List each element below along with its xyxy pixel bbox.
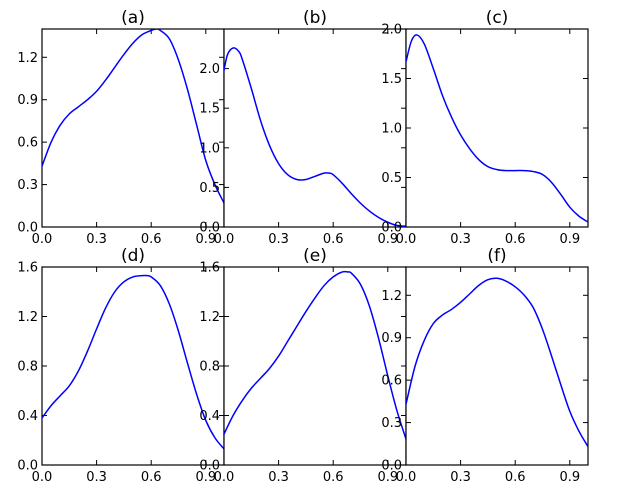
series-line-a <box>42 29 224 204</box>
x-tick-label-a-3: 0.9 <box>195 232 216 247</box>
subplot-e: (e)0.0 0.3 0.6 0.90.00.40.81.21.6 <box>199 246 407 485</box>
y-tick-label-d-4: 1.6 <box>17 261 38 276</box>
y-tick-label-e-3: 1.2 <box>199 310 220 325</box>
series-line-d <box>42 274 224 450</box>
y-tick-label-a-1: 0.3 <box>17 178 38 193</box>
x-tick-label-a-0: 0.0 <box>32 232 53 247</box>
x-tick-label-b-1: 0.3 <box>268 232 289 247</box>
x-tick-label-c-1: 0.3 <box>450 232 471 247</box>
axes-frame-a <box>41 28 225 228</box>
y-tick-label-c-1: 0.5 <box>381 171 402 186</box>
y-tick-label-f-1: 0.3 <box>381 416 402 431</box>
x-tick-label-f-0: 0.0 <box>396 470 417 485</box>
x-tick-label-e-0: 0.0 <box>214 470 235 485</box>
y-tick-label-c-0: 0.0 <box>381 221 402 236</box>
x-tick-label-c-2: 0.6 <box>505 232 526 247</box>
axes-frame-f <box>405 266 589 466</box>
y-tick-label-f-2: 0.6 <box>381 374 402 389</box>
x-tick-label-d-3: 0.9 <box>195 470 216 485</box>
y-tick-label-b-2: 1.0 <box>199 141 220 156</box>
y-tick-label-a-2: 0.6 <box>17 136 38 151</box>
x-tick-label-f-2: 0.6 <box>505 470 526 485</box>
y-tick-label-a-0: 0.0 <box>17 221 38 236</box>
subplot-f: (f) 0.0 0.3 0.6 0.9 0.0 0.3 0.6 0.9 1.2 <box>381 246 589 485</box>
y-tick-label-d-0: 0.0 <box>17 459 38 474</box>
y-tick-label-d-2: 0.8 <box>17 360 38 375</box>
y-tick-label-d-1: 0.4 <box>17 409 38 424</box>
y-tick-label-e-2: 0.8 <box>199 360 220 375</box>
series-line-f <box>406 277 588 448</box>
y-tick-label-e-0: 0.0 <box>199 459 220 474</box>
y-tick-label-b-1: 0.5 <box>199 181 220 196</box>
panel-title-b: (b) <box>303 8 327 28</box>
y-tick-label-a-4: 1.2 <box>17 51 38 66</box>
x-tick-label-c-3: 0.9 <box>559 232 580 247</box>
subplot-a: (a)0.0 0.3 0.6 0.90.00.30.60.91.2 <box>17 8 225 247</box>
x-tick-label-c-0: 0.0 <box>396 232 417 247</box>
panel-title-e: (e) <box>303 246 327 266</box>
y-tick-label-c-4: 2.0 <box>381 23 402 38</box>
subplot-c: (c) 0.0 0.3 0.6 0.9 0.0 0.5 1.0 1.5 2.0 <box>381 8 589 247</box>
y-tick-label-f-3: 0.9 <box>381 331 402 346</box>
series-line-e <box>224 270 406 440</box>
x-tick-label-b-2: 0.6 <box>323 232 344 247</box>
panel-title-f: (f) <box>487 246 506 266</box>
x-tick-label-d-1: 0.3 <box>86 470 107 485</box>
y-tick-label-c-3: 1.5 <box>381 72 402 87</box>
y-tick-label-f-4: 1.2 <box>381 289 402 304</box>
x-tick-label-a-1: 0.3 <box>86 232 107 247</box>
subplot-b: (b)0.0 0.3 0.6 0.90.00.51.01.52.0 <box>199 8 407 247</box>
y-tick-label-e-1: 0.4 <box>199 409 220 424</box>
y-tick-label-f-0: 0.0 <box>381 459 402 474</box>
x-tick-label-b-0: 0.0 <box>214 232 235 247</box>
x-tick-label-a-2: 0.6 <box>141 232 162 247</box>
x-tick-label-f-3: 0.9 <box>559 470 580 485</box>
x-tick-label-e-1: 0.3 <box>268 470 289 485</box>
y-tick-label-b-0: 0.0 <box>199 221 220 236</box>
panel-title-d: (d) <box>121 246 145 266</box>
y-tick-label-e-4: 1.6 <box>199 261 220 276</box>
subplot-d: (d)0.0 0.3 0.6 0.90.00.40.81.21.6 <box>17 246 225 485</box>
y-tick-label-b-4: 2.0 <box>199 62 220 77</box>
panel-title-c: (c) <box>486 8 509 28</box>
y-tick-label-b-3: 1.5 <box>199 102 220 117</box>
y-tick-label-c-2: 1.0 <box>381 122 402 137</box>
axes-frame-e <box>223 266 407 466</box>
x-tick-label-d-0: 0.0 <box>32 470 53 485</box>
x-tick-label-d-2: 0.6 <box>141 470 162 485</box>
axes-frame-c <box>405 28 589 228</box>
panel-title-a: (a) <box>121 8 145 28</box>
series-line-c <box>406 34 588 223</box>
axes-frame-d <box>41 266 225 466</box>
x-tick-label-e-3: 0.9 <box>377 470 398 485</box>
series-line-b <box>224 47 406 227</box>
x-tick-label-e-2: 0.6 <box>323 470 344 485</box>
x-tick-label-f-1: 0.3 <box>450 470 471 485</box>
y-tick-label-a-3: 0.9 <box>17 93 38 108</box>
y-tick-label-d-3: 1.2 <box>17 310 38 325</box>
axes-frame-b <box>223 28 407 228</box>
x-tick-label-b-3: 0.9 <box>377 232 398 247</box>
